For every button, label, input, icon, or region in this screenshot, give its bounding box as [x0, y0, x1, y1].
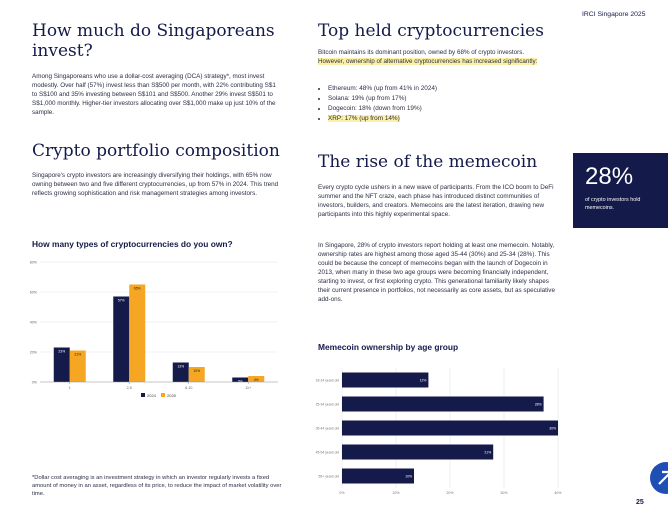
- x-category-label: 11+: [245, 386, 251, 390]
- legend-label: 2024: [147, 393, 157, 398]
- age-bar-0: [342, 372, 429, 388]
- x-tick-label: 20%: [446, 491, 454, 495]
- callout-value: 28%: [585, 163, 634, 190]
- bar-2024-3: [232, 377, 249, 382]
- x-tick-label: 30%: [500, 491, 508, 495]
- bar-value-label: 4%: [254, 378, 259, 382]
- age-bar-value: 28%: [535, 402, 542, 406]
- top-held-heading: Top held cryptocurrencies: [318, 21, 544, 41]
- age-bar-2: [342, 420, 558, 436]
- x-category-label: 2-5: [127, 386, 132, 390]
- crypto-bullet-list: Ethereum: 48% (up from 41% in 2024) Sola…: [318, 84, 558, 124]
- x-category-label: 6-10: [185, 386, 192, 390]
- bar-2024-0: [53, 347, 70, 382]
- bullet-dogecoin: Dogecoin: 18% (down from 19%): [328, 104, 558, 114]
- invest-heading: How much do Singaporeans invest?: [32, 21, 275, 61]
- bar-value-label: 13%: [177, 365, 184, 369]
- bar-2025-0: [69, 350, 86, 382]
- memecoin-paragraph-2: In Singapore, 28% of crypto investors re…: [318, 242, 555, 303]
- bar-2025-3: [248, 376, 265, 382]
- y-tick-label: 40%: [30, 321, 38, 325]
- memecoin-paragraph-1: Every crypto cycle ushers in a new wave …: [318, 184, 554, 218]
- report-label: IRCI Singapore 2025: [582, 11, 646, 18]
- dca-footnote: *Dollar cost averaging is an investment …: [32, 475, 282, 497]
- bar-2025-1: [129, 284, 146, 382]
- bullet-xrp-text: XRP: 17% (up from 14%): [328, 115, 400, 122]
- page-number: 25: [636, 499, 644, 506]
- memecoin-chart-title: Memecoin ownership by age group: [318, 342, 459, 352]
- memecoin-heading: The rise of the memecoin: [318, 152, 538, 172]
- age-bar-4: [342, 468, 414, 484]
- top-held-plain: Bitcoin maintains its dominant position,…: [318, 49, 525, 56]
- bar-value-label: 65%: [134, 287, 141, 291]
- bar-value-label: 10%: [193, 369, 200, 373]
- y-tick-label: 0%: [32, 381, 38, 385]
- bar-value-label: 21%: [74, 353, 81, 357]
- legend-swatch-2024: [141, 393, 145, 397]
- top-held-highlight: However, ownership of alternative crypto…: [318, 58, 538, 65]
- bar-value-label: 23%: [58, 350, 65, 354]
- rocket-icon: [658, 470, 668, 485]
- y-tick-label: 80%: [30, 261, 38, 265]
- age-bar-value: 10%: [405, 474, 412, 478]
- y-tick-label: 20%: [30, 351, 38, 355]
- age-bar-value: 12%: [420, 378, 427, 382]
- callout-caption: of crypto investors hold memecoins.: [585, 197, 641, 211]
- memecoin-bar-chart: 0% 10% 20% 30% 40% 12% 18-24 years old 28% 25-3…: [316, 368, 562, 495]
- top-held-paragraph: Bitcoin maintains its dominant position,…: [318, 48, 543, 66]
- age-bar-value: 30%: [549, 426, 556, 430]
- bar-2025-2: [188, 367, 205, 382]
- age-group-label: 35-44 years old: [316, 426, 339, 430]
- bullet-xrp: XRP: 17% (up from 14%): [328, 114, 558, 124]
- bullet-solana: Solana: 19% (up from 17%): [328, 94, 558, 104]
- types-chart-title: How many types of cryptocurrencies do yo…: [32, 239, 233, 249]
- x-category-label: 1: [69, 386, 71, 390]
- legend-label: 2025: [167, 393, 177, 398]
- bar-value-label: 57%: [118, 299, 125, 303]
- memecoin-callout: 28% of crypto investors hold memecoins.: [573, 153, 668, 228]
- x-tick-label: 40%: [554, 491, 562, 495]
- floating-action-button[interactable]: [650, 462, 668, 494]
- bar-2024-1: [113, 296, 130, 382]
- age-group-label: 25-34 years old: [316, 402, 339, 406]
- x-tick-label: 0%: [339, 491, 345, 495]
- legend-swatch-2025: [161, 393, 165, 397]
- y-tick-label: 60%: [30, 291, 38, 295]
- bar-2024-2: [172, 362, 189, 382]
- age-bar-1: [342, 396, 544, 412]
- portfolio-paragraph: Singapore's crypto investors are increas…: [32, 172, 279, 197]
- bar-value-label: 3%: [238, 380, 243, 384]
- portfolio-heading: Crypto portfolio composition: [32, 141, 280, 161]
- age-group-label: 18-24 years old: [316, 378, 339, 382]
- types-bar-chart: 0% 20% 40% 60% 80% 23% 21% 57% 65% 13% 10% 3% 4% 1 2…: [30, 261, 278, 398]
- age-bar-value: 21%: [484, 450, 491, 454]
- age-bar-3: [342, 444, 494, 460]
- invest-paragraph: Among Singaporeans who use a dollar-cost…: [32, 73, 276, 116]
- age-group-label: 45-54 years old: [316, 450, 339, 454]
- age-group-label: 55+ years old: [319, 474, 340, 478]
- bullet-ethereum: Ethereum: 48% (up from 41% in 2024): [328, 84, 558, 94]
- x-tick-label: 10%: [392, 491, 400, 495]
